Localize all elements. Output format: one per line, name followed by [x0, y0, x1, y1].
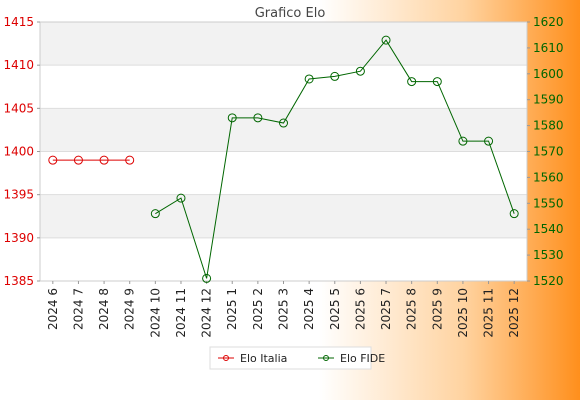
x-axis-tick-label: 2025 4 [302, 288, 316, 330]
grid-band [40, 65, 527, 109]
legend-swatch-marker [223, 355, 229, 361]
grid-band [40, 151, 527, 195]
x-axis-tick-label: 2025 10 [456, 288, 470, 338]
legend-label: Elo Italia [240, 352, 287, 365]
grid-band [40, 22, 527, 66]
x-axis-tick-label: 2025 11 [482, 288, 496, 338]
x-axis-tick-label: 2025 1 [225, 288, 239, 330]
data-point-elo-fide [304, 74, 314, 84]
right-axis-tick-label: 1550 [533, 196, 564, 210]
right-axis-tick-label: 1580 [533, 119, 564, 133]
x-axis-tick-label: 2025 12 [507, 288, 521, 338]
right-axis-tick-label: 1590 [533, 93, 564, 107]
data-point-elo-italia [99, 155, 109, 165]
x-axis-tick-label: 2024 6 [46, 288, 60, 330]
data-point-elo-fide [253, 113, 263, 123]
right-axis-tick-label: 1530 [533, 248, 564, 262]
data-point-elo-fide [202, 273, 212, 283]
data-point-elo-fide [509, 209, 519, 219]
data-point-elo-fide [330, 71, 340, 81]
chart-title: Grafico Elo [255, 6, 326, 21]
x-axis-tick-label: 2024 11 [174, 288, 188, 338]
series-line-elo-fide [155, 39, 515, 279]
data-point-elo-italia [48, 155, 58, 165]
left-axis-tick-label: 1410 [3, 58, 34, 72]
data-point-elo-fide [407, 77, 417, 87]
x-axis-tick-label: 2025 6 [353, 288, 367, 330]
x-axis-tick-label: 2024 12 [200, 288, 214, 338]
left-axis-tick-label: 1400 [3, 145, 34, 159]
left-axis-tick-label: 1395 [3, 188, 34, 202]
right-axis-tick-label: 1520 [533, 274, 564, 288]
legend-label: Elo FIDE [340, 352, 385, 365]
data-point-elo-fide [381, 35, 391, 45]
right-axis-tick-label: 1570 [533, 145, 564, 159]
x-axis-tick-label: 2025 5 [328, 288, 342, 330]
right-axis-tick-label: 1560 [533, 170, 564, 184]
grid-band [40, 194, 527, 238]
x-axis-tick-label: 2025 7 [379, 288, 393, 330]
left-axis-tick-label: 1415 [3, 15, 34, 29]
x-axis-tick-label: 2025 9 [430, 288, 444, 330]
right-axis-tick-label: 1600 [533, 67, 564, 81]
data-point-elo-italia [73, 155, 83, 165]
data-point-elo-fide [432, 77, 442, 87]
data-point-elo-fide [355, 66, 365, 76]
data-point-elo-fide [227, 113, 237, 123]
data-point-elo-fide [484, 136, 494, 146]
data-point-elo-fide [150, 209, 160, 219]
x-axis-tick-label: 2024 10 [148, 288, 162, 338]
right-axis-tick-label: 1620 [533, 15, 564, 29]
x-axis-tick-label: 2024 7 [71, 288, 85, 330]
right-axis-tick-label: 1610 [533, 41, 564, 55]
data-point-elo-fide [458, 136, 468, 146]
legend-box [209, 346, 372, 370]
grid-band [40, 108, 527, 152]
x-axis-tick-label: 2024 9 [123, 288, 137, 330]
grid-band [40, 237, 527, 281]
data-point-elo-fide [176, 193, 186, 203]
x-axis-tick-label: 2025 8 [405, 288, 419, 330]
legend-swatch-marker [323, 355, 329, 361]
left-axis-tick-label: 1385 [3, 274, 34, 288]
x-axis-tick-label: 2024 8 [97, 288, 111, 330]
left-axis-tick-label: 1405 [3, 101, 34, 115]
left-axis-tick-label: 1390 [3, 231, 34, 245]
x-axis-tick-label: 2025 2 [251, 288, 265, 330]
right-axis-tick-label: 1540 [533, 222, 564, 236]
data-point-elo-italia [125, 155, 135, 165]
data-point-elo-fide [279, 118, 288, 128]
x-axis-tick-label: 2025 3 [277, 288, 291, 330]
